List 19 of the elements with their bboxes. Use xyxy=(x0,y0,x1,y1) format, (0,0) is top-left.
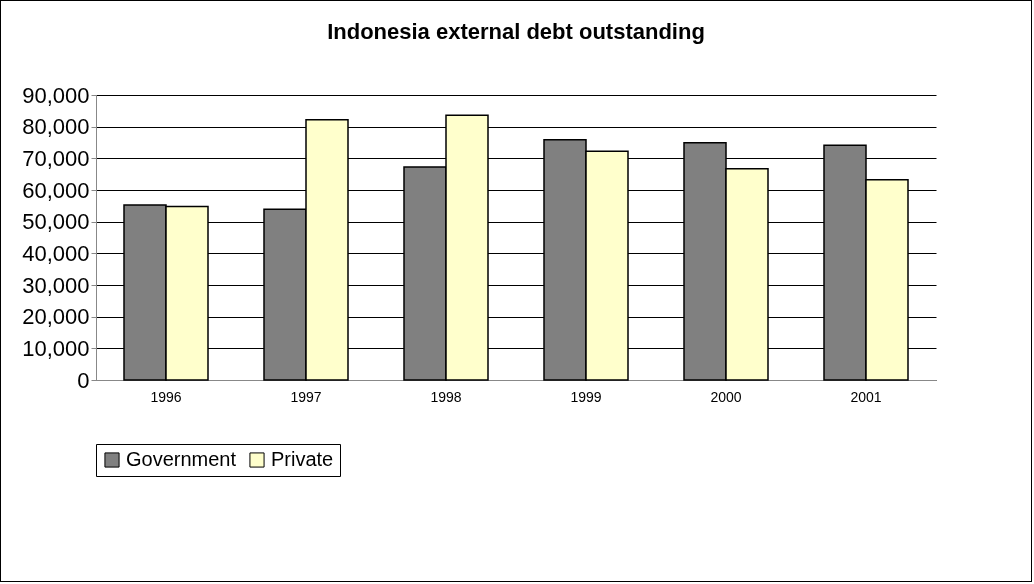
y-tick-label: 90,000 xyxy=(22,82,90,108)
y-tick-label: 0 xyxy=(77,367,90,393)
x-tick-label: 1998 xyxy=(430,388,462,405)
y-tick-label: 10,000 xyxy=(22,335,90,361)
x-tick-label: 1996 xyxy=(150,388,182,405)
y-tick-label: 60,000 xyxy=(22,177,90,203)
x-tick-label: 2000 xyxy=(710,388,742,405)
legend-label: Private xyxy=(271,448,334,470)
y-tick-label: 20,000 xyxy=(22,304,90,330)
y-tick-label: 80,000 xyxy=(22,114,90,140)
legend-label: Government xyxy=(126,448,237,470)
y-tick-label: 40,000 xyxy=(22,240,90,266)
y-tick-label: 70,000 xyxy=(22,145,90,171)
x-tick-label: 1997 xyxy=(290,388,322,405)
y-tick-label: 50,000 xyxy=(22,209,90,235)
chart-title: Indonesia external debt outstanding xyxy=(327,19,705,44)
x-tick-label: 2001 xyxy=(850,388,882,405)
x-tick-label: 1999 xyxy=(570,388,602,405)
y-tick-label: 30,000 xyxy=(22,272,90,298)
